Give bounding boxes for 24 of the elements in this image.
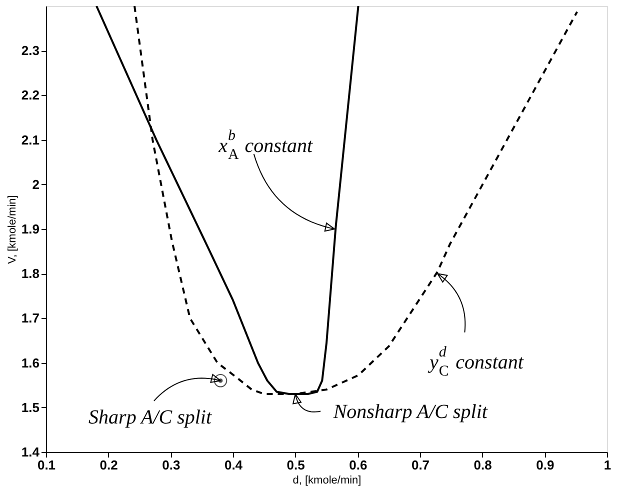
x-tick-label: 0.5 bbox=[286, 458, 305, 472]
annotation: Sharp A/C split bbox=[88, 406, 212, 429]
x-tick-label: 0.3 bbox=[162, 458, 180, 472]
y-tick-label: 2.2 bbox=[21, 88, 40, 103]
x-tick-label: 0.7 bbox=[411, 458, 430, 472]
x-tick-label: 0.9 bbox=[536, 458, 554, 472]
y-tick-label: 2.1 bbox=[21, 132, 40, 148]
x-tick-label: 0.8 bbox=[474, 458, 492, 472]
x-tick-label: 0.2 bbox=[100, 458, 118, 472]
x-tick-label: 0.1 bbox=[37, 458, 56, 472]
x-axis-title: d, [kmole/min] bbox=[292, 474, 362, 486]
y-tick-label: 1.4 bbox=[21, 444, 40, 460]
y-tick-label: 1.5 bbox=[21, 400, 40, 415]
y-tick-label: 2 bbox=[32, 176, 40, 192]
annotation: Nonsharp A/C split bbox=[332, 401, 488, 424]
x-tick-label: 1 bbox=[604, 458, 612, 472]
y-tick-label: 1.8 bbox=[21, 266, 40, 282]
x-tick-label: 0.6 bbox=[349, 458, 368, 472]
y-axis-title: V, [kmole/min] bbox=[6, 195, 18, 264]
y-tick-label: 1.9 bbox=[21, 222, 40, 236]
y-tick-label: 2.3 bbox=[21, 43, 40, 58]
y-tick-label: 1.6 bbox=[21, 355, 40, 370]
y-tick-label: 1.7 bbox=[21, 310, 40, 326]
x-tick-label: 0.4 bbox=[224, 458, 244, 472]
